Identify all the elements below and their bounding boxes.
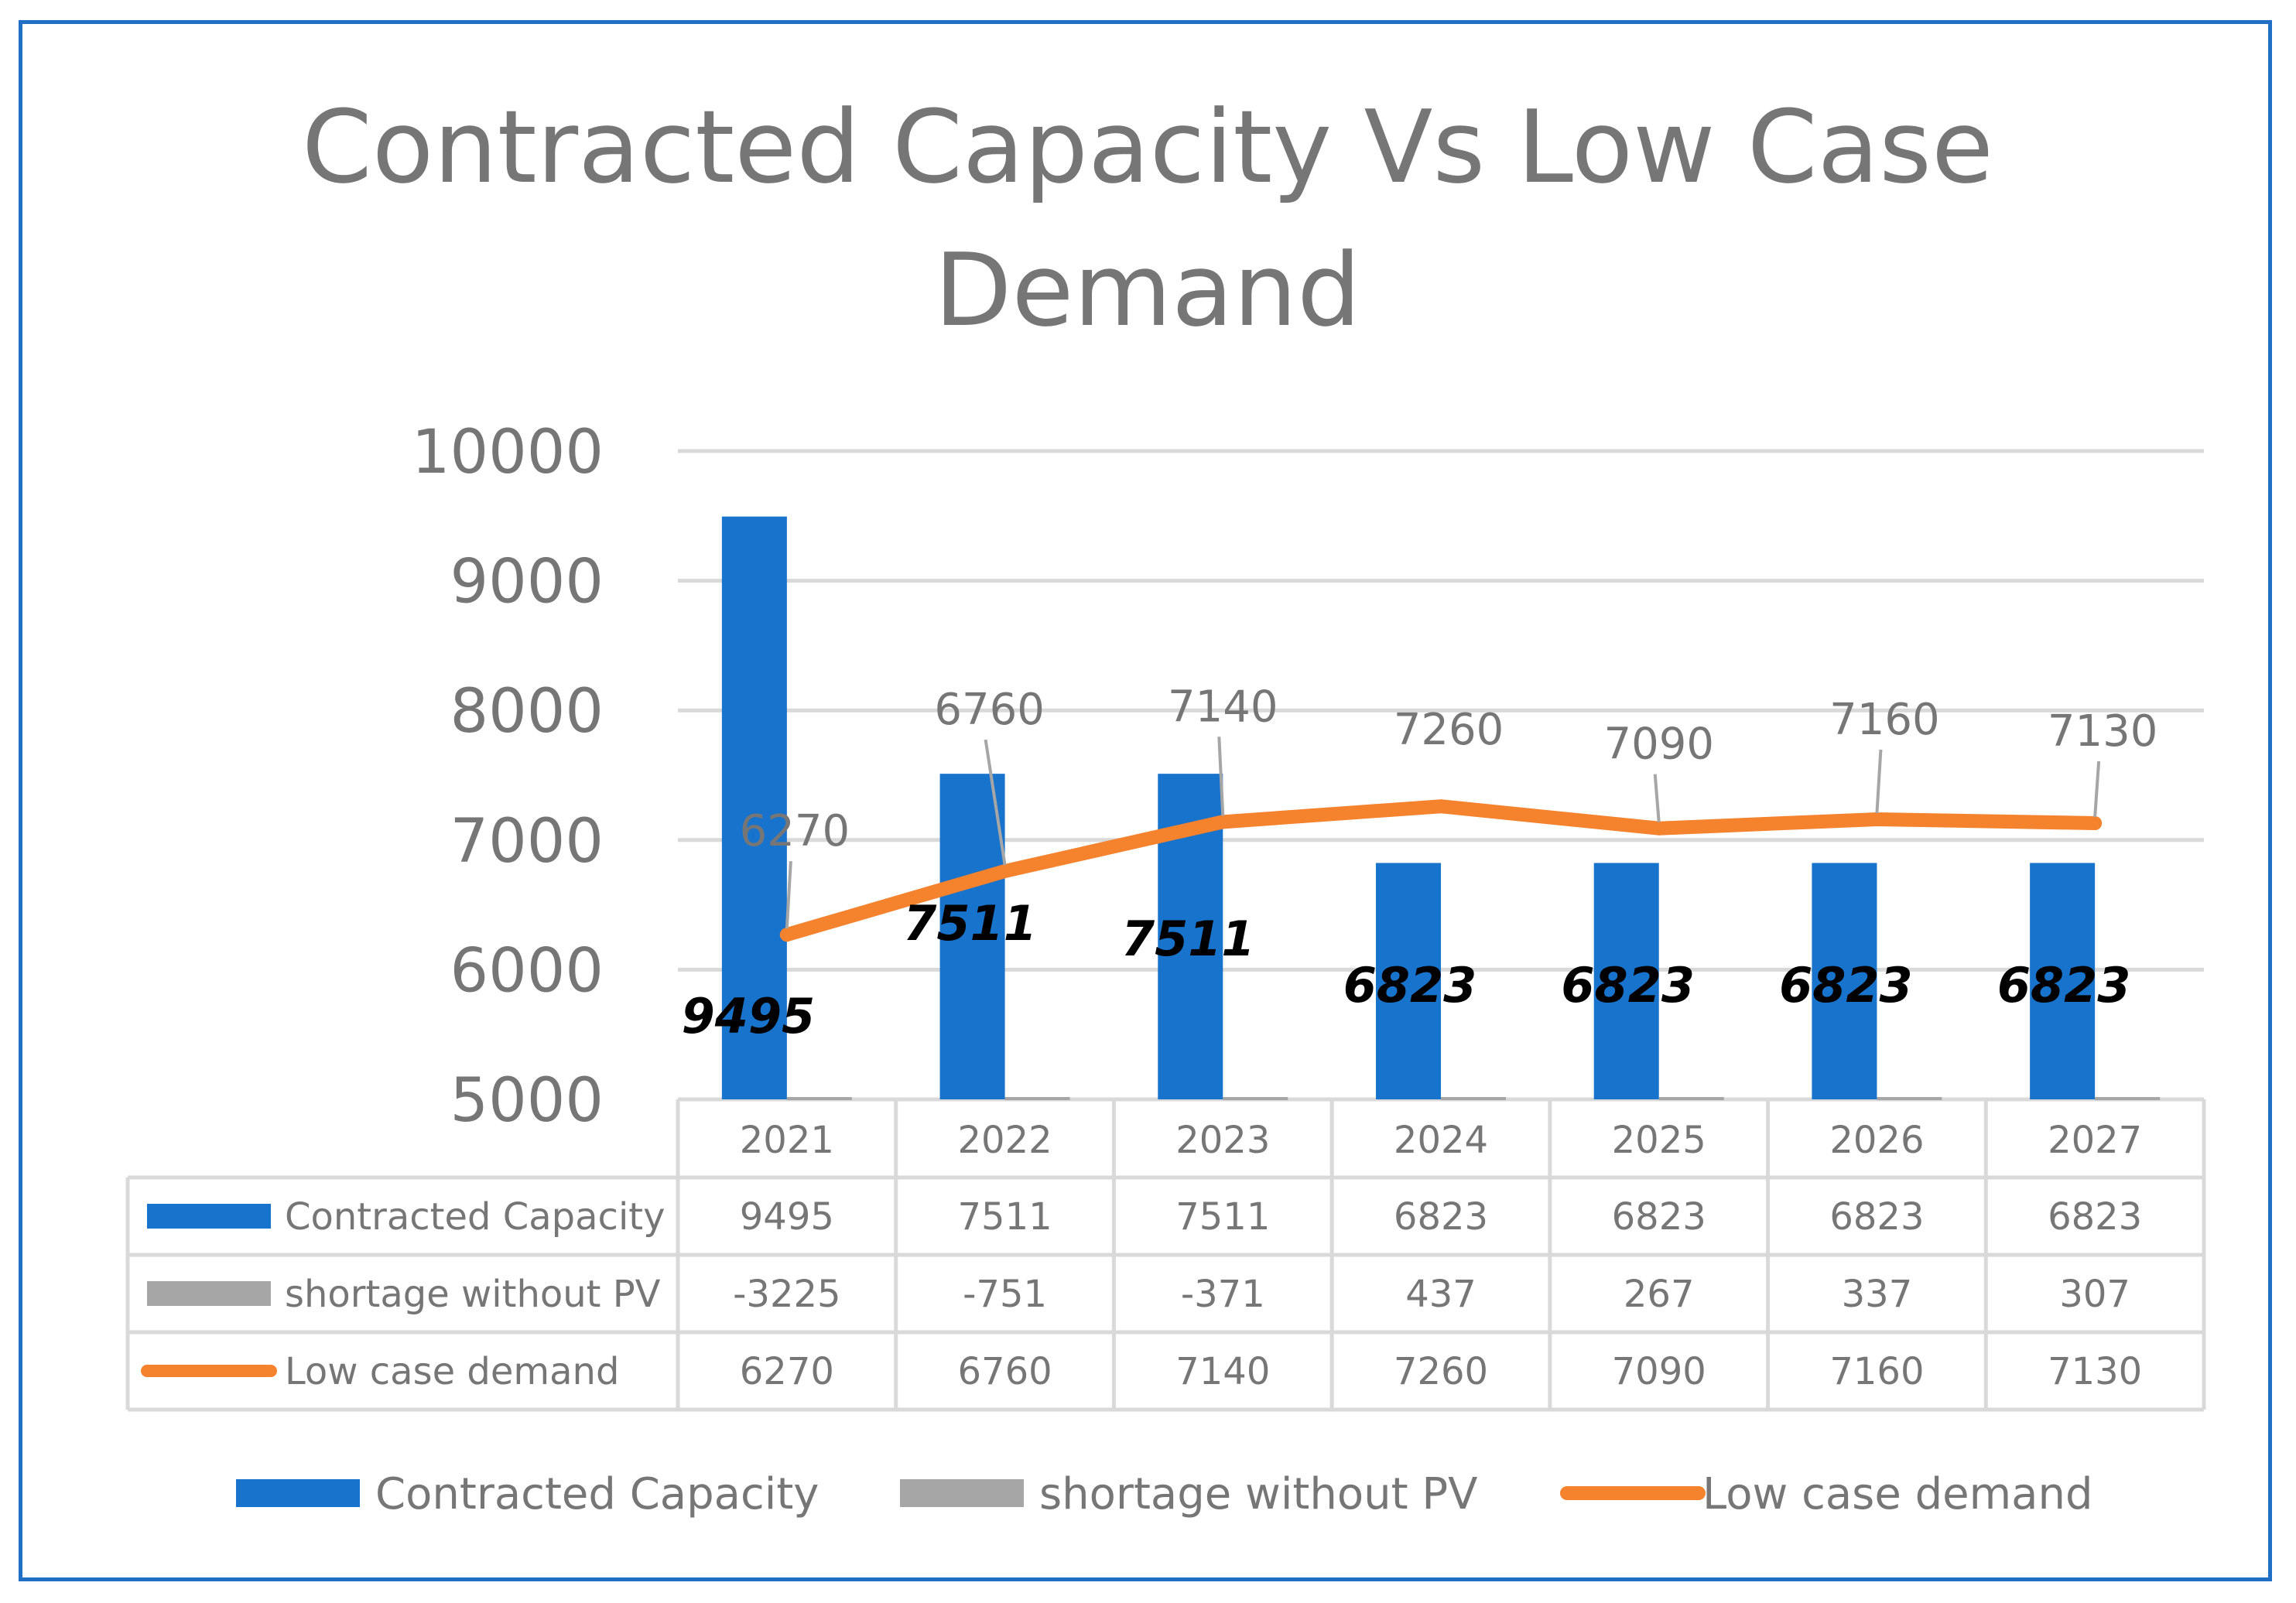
bar-contracted-capacity	[939, 774, 1005, 1099]
bar-shortage-without-pv	[2095, 1097, 2161, 1100]
y-tick-label: 5000	[450, 1066, 604, 1136]
legend-label: Low case demand	[1702, 1469, 2093, 1519]
data-label-low-case-demand: 7260	[1394, 705, 1504, 755]
table-cell: 6823	[1612, 1195, 1706, 1239]
table-row-label: shortage without PV	[285, 1273, 661, 1316]
data-label-contracted-capacity: 9495	[682, 988, 816, 1044]
bar-contracted-capacity	[1376, 863, 1441, 1099]
bar-shortage-without-pv	[1004, 1097, 1070, 1100]
table-cell: 6760	[957, 1350, 1052, 1393]
table-header-cell: 2024	[1394, 1119, 1488, 1162]
chart-title: Contracted Capacity Vs Low Case Demand	[302, 88, 1993, 349]
table-cell: 6823	[1829, 1195, 1924, 1239]
data-label-low-case-demand: 7140	[1168, 682, 1278, 732]
data-label-low-case-demand: 7160	[1829, 695, 1940, 745]
table-cell: 6823	[2048, 1195, 2142, 1239]
demand-line	[779, 799, 2103, 942]
y-tick-label: 6000	[450, 936, 604, 1006]
legend-key	[236, 1479, 360, 1507]
table-legend-key	[147, 1281, 271, 1306]
bar-shortage-without-pv	[1877, 1097, 1942, 1100]
table-cell: 7140	[1175, 1350, 1270, 1393]
table-cell: -751	[963, 1273, 1047, 1316]
data-label-leader	[1875, 749, 1883, 814]
data-label-contracted-capacity: 7511	[1121, 911, 1255, 967]
table-header-cell: 2021	[740, 1119, 834, 1162]
table-cell: 7130	[2048, 1350, 2142, 1393]
table-legend-key	[147, 1204, 271, 1229]
table-cell: 307	[2059, 1273, 2130, 1316]
table-cell: 9495	[740, 1195, 834, 1239]
chart-title-line-2: Demand	[934, 231, 1360, 349]
table-cell: 437	[1405, 1273, 1476, 1316]
data-label-contracted-capacity: 6823	[1343, 957, 1477, 1013]
point-low-case-demand	[997, 864, 1012, 879]
bar-shortage-without-pv	[1441, 1097, 1506, 1100]
bar-contracted-capacity	[1593, 863, 1659, 1099]
legend-label: Contracted Capacity	[375, 1469, 819, 1519]
data-label-contracted-capacity: 6823	[1997, 957, 2131, 1013]
data-label-leader	[1653, 774, 1661, 822]
legend-key	[900, 1479, 1024, 1507]
table-cell: 267	[1624, 1273, 1695, 1316]
chart-title-line-1: Contracted Capacity Vs Low Case	[302, 88, 1993, 206]
table-row-label: Contracted Capacity	[285, 1195, 666, 1239]
table-cell: 7260	[1394, 1350, 1488, 1393]
data-label-low-case-demand: 7090	[1603, 719, 1714, 770]
y-tick-label: 9000	[450, 548, 604, 617]
table-cell: 6823	[1394, 1195, 1488, 1239]
legend: Contracted Capacity shortage without PV Lo…	[236, 1469, 2093, 1519]
data-label-leader	[984, 739, 1007, 866]
data-table: 2021 2022 2023 2024 2025 2026 2027 Contracted C…	[125, 1099, 2206, 1412]
bar-shortage-without-pv	[1223, 1097, 1288, 1100]
table-header-cell: 2026	[1829, 1119, 1924, 1162]
table-header-cell: 2027	[2048, 1119, 2142, 1162]
y-tick-label: 8000	[450, 677, 604, 747]
y-axis-ticks: 5000 6000 7000 8000 9000 10000	[412, 418, 604, 1136]
table-cell: 6270	[740, 1350, 834, 1393]
data-label-low-case-demand: 6270	[740, 806, 850, 856]
table-cell: -371	[1181, 1273, 1265, 1316]
gridlines	[678, 449, 2204, 1102]
point-low-case-demand	[1651, 821, 1666, 836]
table-cell: -3225	[733, 1273, 840, 1316]
bar-shortage-without-pv	[1658, 1097, 1724, 1100]
table-cell: 337	[1842, 1273, 1913, 1316]
table-header-cell: 2023	[1175, 1119, 1270, 1162]
data-label-contracted-capacity: 6823	[1561, 957, 1695, 1013]
data-label-low-case-demand: 7130	[2048, 706, 2158, 757]
bar-contracted-capacity	[721, 516, 787, 1099]
table-cell: 7511	[1175, 1195, 1270, 1239]
data-label-leader	[2093, 760, 2101, 818]
table-header-cell: 2022	[957, 1119, 1052, 1162]
bar-shortage-without-pv	[786, 1097, 852, 1100]
y-tick-label: 7000	[450, 807, 604, 877]
point-low-case-demand	[1870, 812, 1884, 826]
table-cell: 7090	[1612, 1350, 1706, 1393]
data-label-leader	[785, 861, 792, 929]
table-header-cell: 2025	[1612, 1119, 1706, 1162]
chart-frame	[19, 20, 2272, 1581]
data-label-contracted-capacity: 7511	[903, 895, 1037, 952]
bar-contracted-capacity	[1812, 863, 1877, 1099]
point-low-case-demand	[2088, 816, 2103, 831]
table-cell: 7511	[957, 1195, 1052, 1239]
data-label-contracted-capacity: 6823	[1779, 957, 1913, 1013]
data-label-low-case-demand: 6760	[934, 685, 1045, 735]
point-low-case-demand	[1434, 799, 1448, 814]
table-row-label: Low case demand	[285, 1350, 619, 1393]
point-low-case-demand	[1216, 815, 1230, 829]
table-cell: 7160	[1829, 1350, 1924, 1393]
point-low-case-demand	[779, 928, 794, 942]
y-tick-label: 10000	[412, 418, 604, 487]
bar-contracted-capacity	[2030, 863, 2096, 1099]
data-label-leader	[1217, 737, 1225, 816]
legend-label: shortage without PV	[1039, 1469, 1477, 1519]
data-labels: 6270 6760 7140 7260 7090 7160 7130 9495 7511 7511…	[682, 682, 2158, 1044]
